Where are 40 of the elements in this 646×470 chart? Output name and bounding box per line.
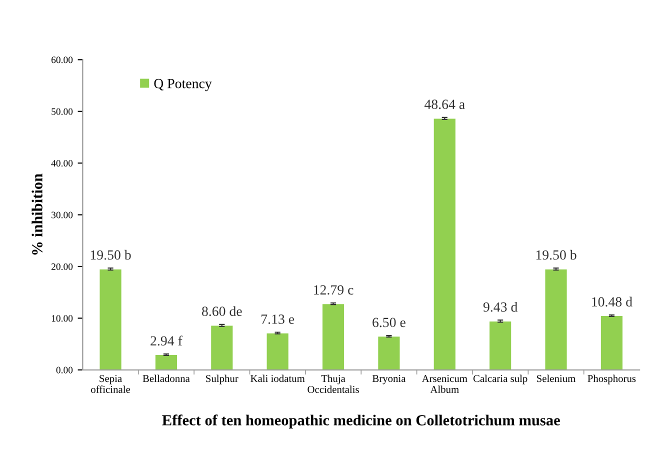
bar bbox=[433, 118, 456, 370]
x-tick-label: Phosphorus bbox=[588, 374, 636, 384]
bar bbox=[266, 332, 290, 370]
x-tick-label: Arsenicum Album bbox=[422, 375, 468, 393]
y-axis-title: % inhibition bbox=[32, 174, 42, 255]
data-label: 8.60 de bbox=[202, 306, 242, 316]
x-axis-title: Effect of ten homeopathic medicine on Colletotrichum musae bbox=[162, 414, 560, 429]
data-label: 12.79 c bbox=[314, 285, 354, 295]
bar bbox=[99, 268, 122, 370]
y-tick-label: 60.00 bbox=[52, 56, 73, 64]
y-tick-label: 40.00 bbox=[51, 160, 73, 167]
y-tick-label: 10.00 bbox=[52, 315, 73, 322]
data-label: 10.48 d bbox=[592, 296, 632, 307]
y-tick-label: 20.00 bbox=[52, 263, 73, 270]
x-tick-label: Belladonna bbox=[142, 374, 190, 382]
bar bbox=[544, 268, 568, 370]
data-label: 48.64 a bbox=[424, 100, 465, 110]
y-tick-label: 30.00 bbox=[52, 212, 73, 218]
x-tick-label: Calcaria sulp bbox=[473, 374, 528, 384]
data-label: 7.13 e bbox=[262, 314, 294, 324]
y-tick-label: 0.00 bbox=[56, 366, 73, 374]
x-tick-label: Thuja Occidentalis bbox=[308, 374, 359, 393]
bar bbox=[488, 320, 512, 370]
data-label: 6.50 e bbox=[372, 318, 406, 328]
bar bbox=[600, 315, 624, 370]
data-label: 19.50 b bbox=[90, 250, 131, 260]
bar bbox=[210, 325, 234, 370]
x-tick-label: Bryonia bbox=[372, 375, 406, 384]
data-label: 9.43 d bbox=[483, 302, 518, 312]
bar bbox=[322, 303, 345, 370]
y-tick-label: 50.00 bbox=[52, 108, 73, 115]
data-label: 2.94 f bbox=[150, 336, 182, 346]
data-label: 19.50 b bbox=[536, 250, 576, 260]
bar bbox=[154, 354, 178, 370]
x-tick-label: Selenium bbox=[537, 374, 576, 382]
bar bbox=[377, 336, 400, 370]
x-tick-label: Sepia officinale bbox=[91, 375, 130, 393]
legend-label: Q Potency bbox=[154, 78, 212, 92]
x-tick-label: Sulphur bbox=[206, 374, 238, 384]
x-tick-label: Kali iodatum bbox=[250, 374, 305, 382]
